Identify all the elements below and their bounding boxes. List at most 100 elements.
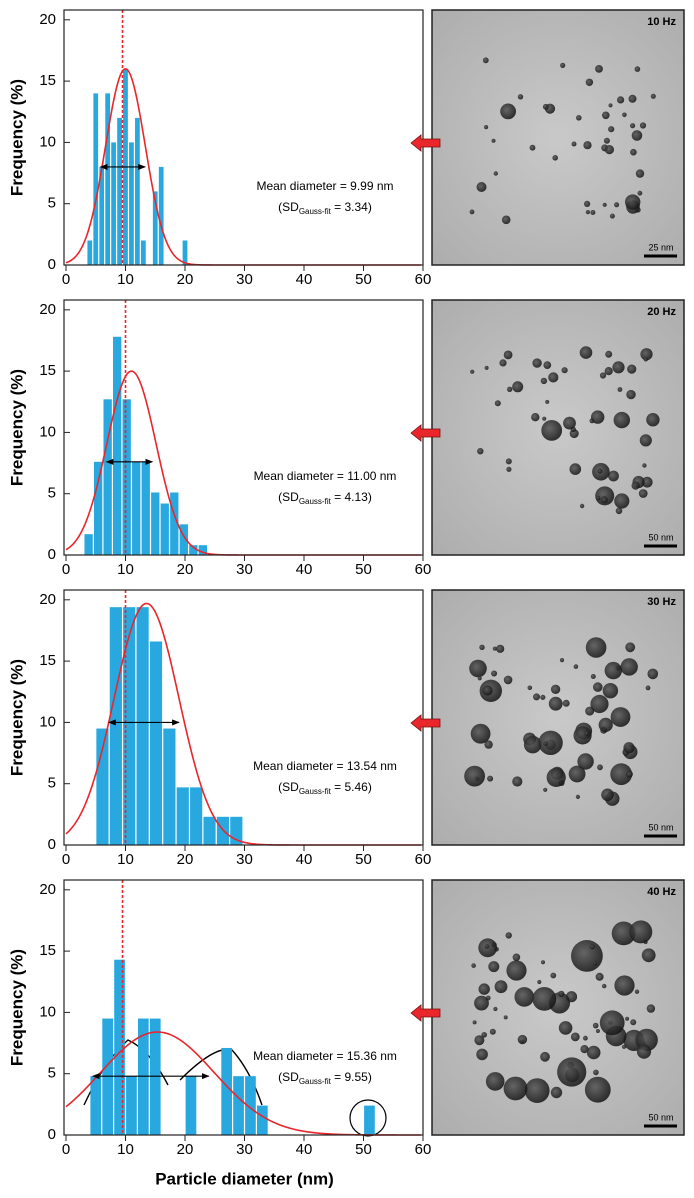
nanoparticle — [485, 1072, 505, 1091]
nanoparticle — [583, 141, 592, 150]
nanoparticle — [641, 476, 653, 488]
y-tick-label: 20 — [39, 881, 56, 898]
x-tick-label: 20 — [177, 1141, 194, 1158]
nanoparticle — [552, 155, 558, 161]
nanoparticle — [477, 676, 482, 681]
pointer-arrow — [410, 714, 441, 732]
nanoparticle — [550, 1086, 563, 1099]
nanoparticle — [608, 103, 613, 108]
sd-subscript: Gauss-fit — [299, 787, 332, 796]
nanoparticle — [489, 1028, 496, 1035]
x-tick-label: 10 — [117, 271, 134, 288]
nanoparticle — [579, 503, 585, 509]
nanoparticle — [557, 1057, 587, 1087]
nanoparticle — [593, 961, 598, 966]
sd-subscript: Gauss-fit — [299, 1077, 332, 1086]
bar — [151, 492, 160, 555]
y-tick-label: 0 — [48, 256, 56, 273]
nanoparticle — [634, 989, 640, 994]
bar — [135, 117, 140, 265]
bar — [113, 336, 122, 555]
bar — [149, 641, 163, 845]
nanoparticle — [478, 983, 490, 995]
nanoparticle — [523, 735, 542, 754]
nanoparticle — [615, 507, 623, 515]
scale-bar-label: 50 nm — [648, 532, 673, 542]
bar — [176, 787, 189, 845]
nanoparticle — [571, 141, 577, 147]
mean-annotation: Mean diameter = 15.36 nm — [253, 1049, 397, 1063]
nanoparticle — [550, 684, 561, 694]
nanoparticle — [541, 960, 545, 965]
nanoparticle — [548, 696, 563, 711]
nanoparticle — [573, 726, 592, 745]
nanoparticle — [603, 137, 610, 144]
x-tick-label: 30 — [236, 271, 253, 288]
bar — [364, 1105, 375, 1135]
y-tick-label: 15 — [39, 72, 56, 89]
y-axis-label: Frequency (%) — [7, 659, 26, 776]
nanoparticle — [546, 767, 566, 788]
nanoparticle — [484, 365, 489, 370]
y-tick-label: 5 — [48, 1065, 56, 1082]
y-tick-label: 0 — [48, 546, 56, 563]
nanoparticle — [470, 723, 491, 744]
y-tick-label: 20 — [39, 591, 56, 608]
nanoparticle — [590, 694, 609, 714]
nanoparticle — [589, 944, 595, 950]
nanoparticle — [604, 367, 613, 376]
nanoparticle — [531, 413, 540, 422]
nanoparticle — [584, 200, 591, 207]
nanoparticle — [614, 202, 620, 208]
nanoparticle — [609, 213, 615, 219]
nanoparticle — [585, 706, 595, 716]
nanoparticle — [595, 495, 601, 501]
nanoparticle — [634, 66, 641, 72]
x-tick-label: 20 — [177, 851, 194, 868]
nanoparticle — [506, 466, 512, 472]
nanoparticle — [613, 411, 630, 429]
bar — [138, 1018, 149, 1135]
nanoparticle — [604, 145, 615, 155]
nanoparticle — [559, 658, 565, 663]
nanoparticle — [646, 1004, 656, 1013]
x-tick-label: 10 — [117, 561, 134, 578]
nanoparticle — [622, 112, 627, 118]
nanoparticle — [560, 62, 566, 68]
nanoparticle — [469, 659, 487, 678]
bar — [189, 545, 198, 555]
nanoparticle — [543, 787, 548, 792]
nanoparticle — [608, 470, 619, 482]
nanoparticle — [484, 740, 493, 749]
x-tick-label: 30 — [236, 561, 253, 578]
bar — [129, 142, 134, 265]
mean-annotation: Mean diameter = 13.54 nm — [253, 759, 397, 773]
nanoparticle — [488, 961, 500, 973]
nanoparticle — [545, 399, 550, 404]
y-axis-label: Frequency (%) — [7, 949, 26, 1066]
nanoparticle — [532, 987, 557, 1011]
nanoparticle — [593, 1069, 599, 1076]
nanoparticle — [617, 387, 623, 392]
bar — [182, 240, 188, 265]
nanoparticle — [501, 215, 511, 225]
nanoparticle — [558, 990, 565, 998]
image-label: 40 Hz — [647, 886, 676, 898]
sd-annotation: (SDGauss-fit = 5.46) — [278, 780, 372, 796]
nanoparticle — [626, 770, 633, 778]
plot-frame — [63, 299, 424, 556]
bar — [90, 1076, 102, 1135]
sd-value: = 3.34) — [331, 200, 372, 214]
bar — [190, 787, 203, 845]
y-tick-label: 5 — [48, 195, 56, 212]
nanoparticle — [602, 111, 610, 120]
nanoparticle — [503, 675, 513, 685]
bar — [257, 1105, 268, 1135]
nanoparticle — [563, 416, 576, 430]
sd-text: (SD — [278, 780, 299, 794]
bar — [163, 728, 176, 845]
nanoparticle — [482, 57, 489, 64]
x-tick-label: 60 — [415, 1141, 432, 1158]
nanoparticle — [477, 448, 484, 455]
nanoparticle — [640, 348, 653, 361]
